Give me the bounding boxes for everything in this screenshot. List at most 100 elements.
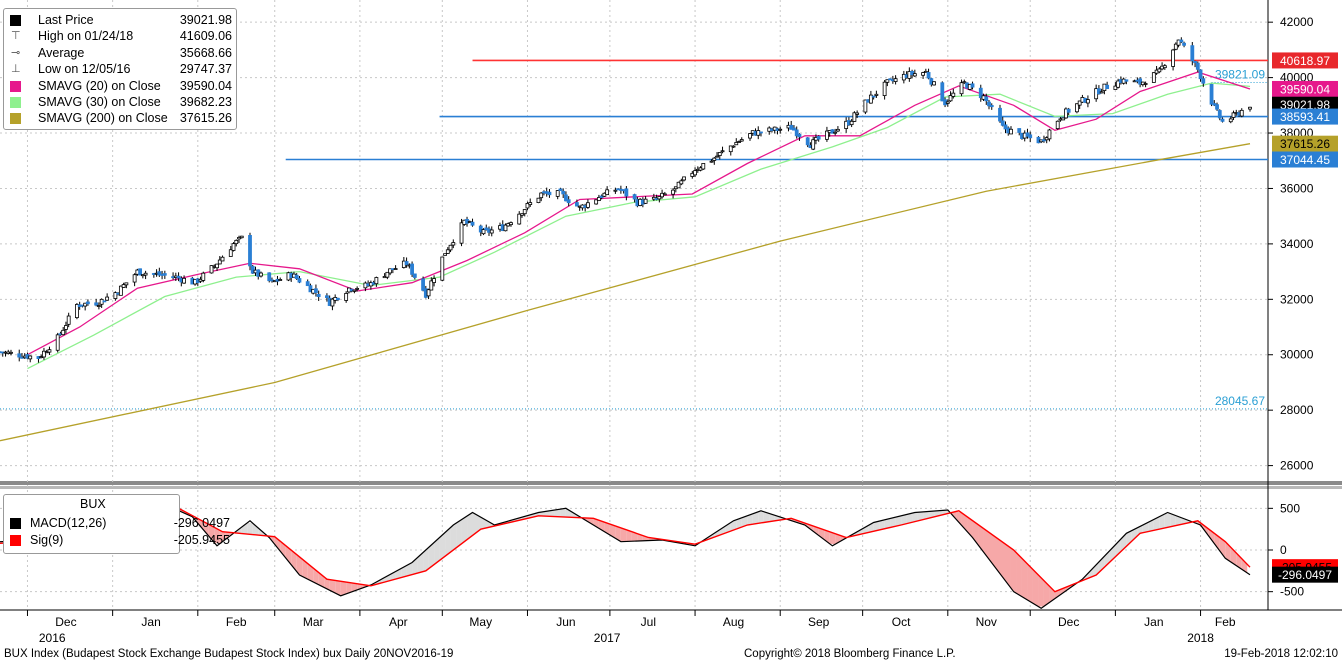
candle-body	[9, 351, 13, 354]
macd-fill	[763, 511, 770, 523]
candle-body	[481, 229, 486, 235]
month-label: Mar	[303, 615, 324, 629]
candle-body	[1047, 129, 1052, 140]
candle-body	[959, 82, 964, 95]
candle-body	[586, 202, 590, 208]
candle-body	[709, 160, 714, 163]
candle-body	[336, 297, 340, 301]
macd-fill	[560, 508, 566, 518]
candle-body	[470, 221, 475, 226]
candle-body	[237, 237, 241, 240]
legend-value: 37615.26	[179, 111, 232, 126]
candle-body	[86, 301, 90, 305]
candle-body	[1009, 128, 1013, 135]
candle-body	[1138, 78, 1143, 85]
macd-fill	[346, 582, 352, 594]
macd-fill	[1159, 513, 1165, 530]
candle-body	[1228, 118, 1233, 123]
macd-fill	[626, 529, 632, 542]
candle-body	[1086, 99, 1090, 104]
candle-body	[121, 284, 126, 288]
value-tag-label: 37615.26	[1280, 137, 1330, 151]
macd-fill	[956, 511, 962, 526]
macd-fill	[401, 565, 407, 578]
candle-body	[503, 224, 508, 232]
month-label: Jan	[1144, 615, 1163, 629]
candle-body	[75, 304, 79, 319]
macd-fill	[736, 517, 742, 530]
month-label: Dec	[55, 615, 76, 629]
candle-body	[874, 93, 879, 96]
candle-body	[448, 244, 453, 251]
candle-body	[374, 277, 379, 285]
candle-body	[157, 271, 162, 276]
legend-name: Last Price	[38, 13, 94, 27]
candle-body	[248, 235, 252, 267]
candle-body	[1097, 88, 1101, 95]
candle-body	[1061, 117, 1066, 121]
value-tag-label: 39590.04	[1280, 82, 1330, 96]
candle-body	[547, 191, 552, 196]
legend-row: SMAVG (20) on Close 39590.04	[4, 78, 236, 94]
legend-name: SMAVG (30) on Close	[38, 95, 161, 109]
candle-body	[330, 298, 335, 307]
candle-body	[393, 268, 398, 270]
candle-body	[566, 199, 571, 204]
macd-tick-label: 500	[1280, 501, 1300, 515]
month-label: Feb	[226, 615, 247, 629]
year-label: 2017	[594, 631, 621, 645]
candle-body	[1028, 134, 1033, 139]
candle-body	[536, 197, 541, 204]
macd-fill	[417, 552, 424, 574]
signal-name: Sig(9)	[30, 533, 64, 547]
candle-body	[978, 87, 983, 99]
legend-name: SMAVG (20) on Close	[38, 78, 161, 93]
macd-fill	[890, 517, 896, 528]
macd-fill	[445, 527, 451, 557]
month-label: Jun	[556, 615, 575, 629]
legend-name: Low on 12/05/16	[38, 62, 131, 77]
candle-body	[1220, 118, 1225, 122]
legend-swatch	[10, 113, 21, 125]
macd-tick-label: 0	[1280, 543, 1287, 557]
month-label: Oct	[892, 615, 911, 629]
candle-body	[432, 278, 436, 283]
macd-fill	[214, 527, 220, 544]
signal-value: -205.9455	[173, 533, 230, 547]
macd-swatch	[10, 518, 21, 529]
candle-body	[234, 239, 239, 245]
candle-body	[388, 268, 393, 274]
price-tick-label: 42000	[1280, 15, 1314, 29]
candle-body	[575, 202, 579, 207]
macd-fill	[631, 531, 638, 542]
panel-separator-bottom	[0, 486, 1342, 489]
macd-fill	[351, 582, 358, 592]
candle-body	[124, 282, 129, 286]
candle-body	[728, 145, 733, 153]
legend-value: 39590.04	[179, 78, 232, 93]
candle-body	[297, 278, 302, 283]
macd-fill	[829, 531, 836, 545]
candle-body	[923, 70, 928, 73]
legend-swatch	[10, 15, 21, 26]
macd-fill	[730, 519, 737, 532]
candle-body	[940, 82, 945, 102]
macd-fill	[1241, 558, 1248, 573]
candle-body	[404, 261, 409, 266]
macd-fill	[818, 527, 825, 540]
macd-fill	[307, 563, 314, 582]
macd-fill	[917, 511, 924, 521]
candle-body	[118, 285, 123, 296]
candle-body	[871, 95, 876, 98]
candle-body	[970, 83, 975, 88]
macd-fill	[978, 524, 984, 552]
macd-fill	[208, 524, 215, 543]
macd-fill	[1049, 586, 1055, 603]
candle-body	[42, 350, 46, 358]
macd-fill	[439, 532, 446, 561]
candle-body	[1113, 85, 1118, 90]
candle-body	[868, 94, 873, 104]
candle-body	[61, 329, 66, 336]
candle-body	[113, 292, 118, 299]
candle-body	[1066, 108, 1071, 113]
